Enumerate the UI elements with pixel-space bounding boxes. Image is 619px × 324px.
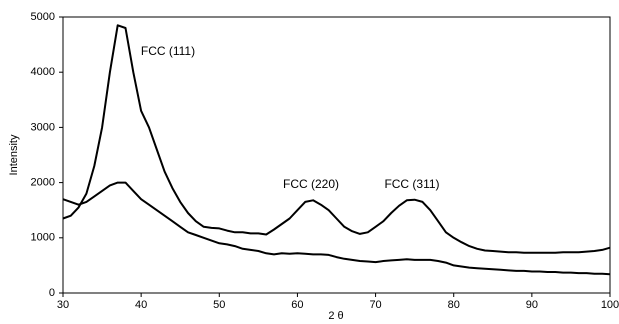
x-tick-label: 90 (526, 299, 538, 311)
y-tick-label: 0 (49, 287, 55, 299)
peak-annotation: FCC (311) (384, 177, 439, 191)
series-line (62, 24, 611, 254)
y-tick-label: 4000 (31, 66, 55, 78)
x-tick-label: 70 (369, 299, 381, 311)
y-tick-label: 1000 (31, 232, 55, 244)
y-axis-label: Intensity (8, 134, 20, 175)
x-tick-label: 50 (213, 299, 225, 311)
y-tick-label: 2000 (31, 177, 55, 189)
peak-annotation: FCC (111) (141, 44, 195, 58)
x-tick-label: 80 (448, 299, 460, 311)
x-tick-label: 30 (57, 299, 69, 311)
x-tick-label: 60 (291, 299, 303, 311)
series-line (62, 181, 611, 276)
x-tick-label: 40 (135, 299, 147, 311)
y-tick-label: 5000 (31, 11, 55, 23)
plot-frame (62, 16, 611, 294)
x-tick-label: 100 (601, 299, 619, 311)
y-tick-label: 3000 (31, 121, 55, 133)
peak-annotation: FCC (220) (283, 177, 339, 191)
x-axis-label: 2 θ (328, 310, 343, 322)
